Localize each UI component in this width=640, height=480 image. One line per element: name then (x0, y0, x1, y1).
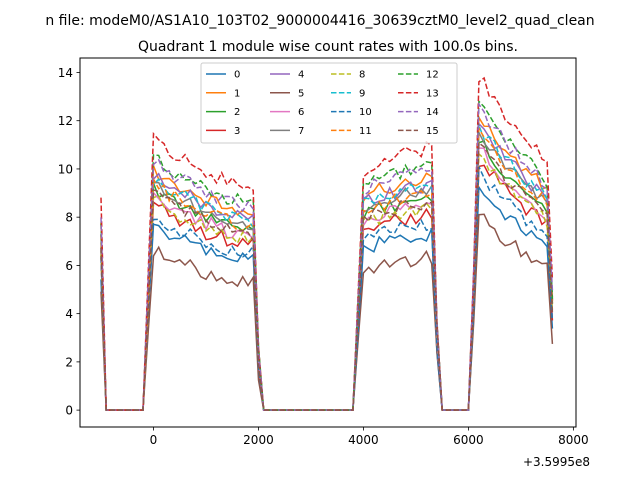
series-line-8 (100, 152, 554, 411)
series-line-2 (100, 140, 554, 411)
legend-frame (200, 62, 458, 144)
y-tick-label: 2 (65, 355, 73, 369)
x-tick-label: 8000 (558, 433, 589, 447)
legend-label-13: 13 (426, 88, 439, 99)
y-tick-label: 12 (58, 114, 73, 128)
series-line-3 (100, 164, 554, 411)
legend-label-11: 11 (359, 126, 372, 137)
legend-label-9: 9 (359, 88, 365, 99)
legend-label-15: 15 (426, 126, 439, 137)
x-tick-label: 6000 (453, 433, 484, 447)
y-tick-label: 0 (65, 404, 73, 418)
x-tick-label: 2000 (243, 433, 274, 447)
legend-label-10: 10 (359, 107, 372, 118)
legend-label-1: 1 (234, 88, 240, 99)
y-tick-label: 6 (65, 259, 73, 273)
chart-title: Quadrant 1 module wise count rates with … (138, 39, 518, 55)
legend-label-8: 8 (359, 70, 365, 81)
legend-label-7: 7 (298, 126, 304, 137)
legend-label-4: 4 (298, 70, 304, 81)
series-line-7 (100, 132, 554, 411)
plot-lines (100, 76, 554, 411)
chart-suptitle: n file: modeM0/AS1A10_103T02_9000004416_… (45, 13, 594, 29)
x-offset-label: +3.5995e8 (523, 455, 590, 469)
legend-label-2: 2 (234, 107, 240, 118)
legend-label-14: 14 (426, 107, 439, 118)
series-line-15 (100, 141, 554, 411)
legend-label-12: 12 (426, 70, 439, 81)
series-line-10 (100, 166, 554, 411)
x-tick-label: 0 (150, 433, 158, 447)
series-line-5 (100, 213, 554, 411)
legend-label-0: 0 (234, 70, 240, 81)
legend-label-3: 3 (234, 126, 240, 137)
y-tick-label: 10 (58, 162, 73, 176)
y-tick-label: 14 (58, 66, 73, 80)
series-line-0 (100, 184, 554, 411)
y-tick-label: 8 (65, 211, 73, 225)
plot-frame (79, 57, 577, 428)
x-tick-label: 4000 (348, 433, 379, 447)
legend-label-6: 6 (298, 107, 304, 118)
y-axis: 0 2 4 6 8 10 12 14 (58, 66, 80, 418)
legend-label-5: 5 (298, 88, 304, 99)
y-tick-label: 4 (65, 307, 73, 321)
x-axis: 0 2000 4000 6000 8000 (150, 427, 589, 447)
series-line-14 (100, 101, 554, 411)
